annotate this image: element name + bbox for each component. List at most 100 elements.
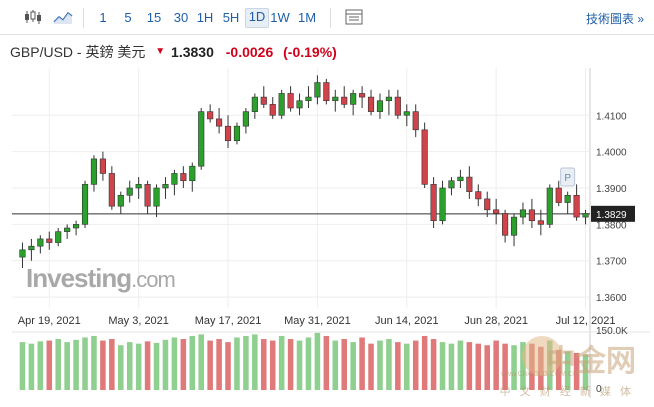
volume-bar (198, 334, 204, 390)
volume-bar (64, 342, 70, 390)
candle-body (207, 111, 214, 120)
candle-body (108, 173, 115, 207)
candle-body (359, 93, 366, 98)
candle-body (198, 111, 205, 167)
candle-body (189, 165, 196, 182)
volume-bar (439, 342, 446, 390)
candle-body (171, 173, 178, 185)
volume-bar (564, 351, 571, 390)
candle-body (430, 184, 437, 222)
candle-body (305, 96, 312, 102)
candle-body (314, 82, 321, 98)
volume-bar (493, 340, 499, 390)
watermark-url: www.CNGOLD.COM.CN (500, 371, 578, 378)
advanced-chart-link[interactable]: 技術圖表 » (585, 12, 644, 26)
volume-bar (216, 339, 222, 390)
timeframe-5[interactable]: 5 (124, 10, 132, 25)
candle-body (484, 198, 491, 211)
candle-body (46, 238, 53, 243)
candle-body (90, 158, 98, 185)
candle-body (528, 209, 535, 222)
y-tick-label: 1.3800 (596, 220, 627, 231)
candle-body (135, 184, 142, 189)
line-chart-icon[interactable] (52, 6, 74, 28)
x-tick-label: Jul 12, 2021 (556, 315, 616, 327)
candle-body (403, 111, 410, 116)
x-tick-label: Jun 28, 2021 (464, 315, 528, 327)
volume-bar (19, 342, 26, 390)
volume-bar (395, 342, 401, 390)
chart-toolbar: 1 5 15 30 1H 5H 1D 1W 1M 技術圖表 » (0, 0, 654, 35)
candle-body (117, 194, 124, 207)
volume-bar (225, 342, 231, 390)
volume-bar (421, 335, 428, 390)
y-tick-label: 1.3700 (596, 257, 627, 268)
volume-bar (269, 340, 276, 390)
candle-body (466, 176, 473, 192)
volume-bar (100, 340, 106, 390)
candle-body (55, 231, 62, 243)
candle-body (573, 194, 580, 218)
volume-bar (377, 340, 383, 390)
volume-bar (359, 337, 365, 390)
timeframe-15[interactable]: 15 (146, 10, 162, 25)
candle-body (287, 93, 294, 109)
volume-bar (46, 340, 53, 390)
volume-bar (207, 340, 213, 390)
candle-body (475, 191, 482, 200)
volume-bar (296, 340, 303, 390)
volume-bar (261, 339, 267, 390)
volume-bar (153, 342, 160, 390)
symbol-label: GBP/USD - 英鎊 美元 (10, 44, 146, 60)
timeframe-30[interactable]: 30 (173, 10, 189, 25)
timeframe-1h[interactable]: 1H (196, 10, 214, 25)
candle-body (180, 173, 187, 182)
candle-body (332, 96, 339, 102)
volume-bar (555, 349, 562, 390)
price-change: -0.0026 (225, 44, 274, 60)
volume-bar (118, 345, 124, 390)
candle-body (278, 93, 285, 116)
candle-body (28, 245, 35, 251)
quote-header: GBP/USD - 英鎊 美元 ▼ 1.3830 -0.0026 (-0.19%… (10, 42, 337, 62)
table-icon[interactable] (343, 6, 365, 28)
volume-bar (502, 343, 508, 390)
volume-bar (82, 337, 88, 390)
volume-bar (475, 343, 482, 390)
candle-body (73, 224, 80, 229)
candle-body (153, 187, 160, 207)
candle-body (19, 249, 26, 258)
timeframe-1d[interactable]: 1D (245, 8, 269, 28)
timeframe-5h[interactable]: 5H (222, 10, 240, 25)
volume-bar (135, 343, 142, 390)
last-price: 1.3830 (171, 44, 214, 60)
candle-body (385, 96, 392, 102)
y-tick-label: 1.4100 (596, 111, 627, 122)
investing-logo: Investing.com (26, 263, 176, 293)
candle-body (323, 82, 330, 102)
volume-bar (341, 339, 347, 390)
candle-body (242, 111, 249, 127)
timeframe-1w[interactable]: 1W (270, 10, 290, 25)
candle-body (537, 220, 544, 225)
candle-body (350, 93, 357, 105)
volume-bar (323, 335, 330, 390)
volume-axis-label: 150.0K (596, 326, 628, 337)
candle-body (144, 184, 151, 207)
candlestick-icon[interactable] (22, 6, 44, 28)
volume-bar (305, 337, 312, 390)
candle-body (260, 96, 267, 105)
volume-bar (144, 341, 151, 390)
timeframe-1m[interactable]: 1M (297, 10, 317, 25)
volume-bar (37, 341, 44, 390)
volume-bar (332, 340, 339, 390)
timeframe-1[interactable]: 1 (99, 10, 107, 25)
volume-bar (287, 339, 294, 390)
candle-body (64, 227, 71, 232)
volume-axis-zero-label: 0 (596, 384, 602, 395)
candle-body (162, 184, 169, 189)
candle-body (251, 96, 258, 112)
candle-body (555, 187, 562, 203)
current-price-box (591, 205, 635, 222)
